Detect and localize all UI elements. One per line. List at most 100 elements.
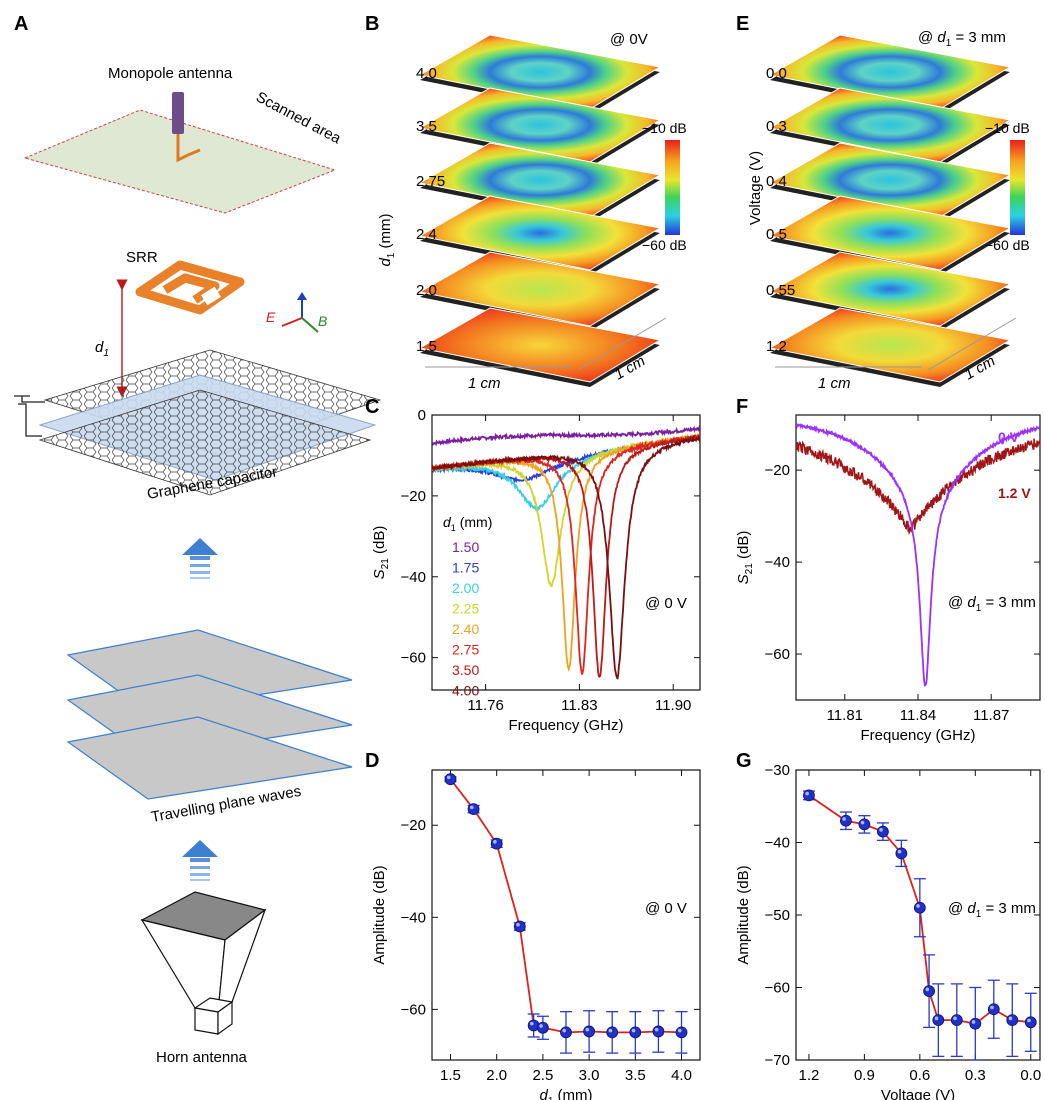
data-point [969,1017,982,1030]
data-point [629,1026,642,1039]
data-point [490,837,503,850]
series-line [432,425,700,447]
heatmap-layer-label: 0.55 [766,282,795,299]
heatmap-layer-label: 4.0 [416,65,437,82]
series-label: 1.2 V [998,485,1031,501]
panel-letter-d: D [365,750,379,772]
y-tick-label: −30 [765,762,790,779]
y-tick-label: −70 [765,1052,790,1069]
x-tick-label: 0.9 [854,1067,875,1084]
x-tick-label: 1.5 [440,1067,461,1084]
legend-entry: 2.75 [452,642,479,658]
y-tick-label: −40 [401,909,426,926]
x-tick-label: 2.0 [486,1067,507,1084]
x-axis-label: d1 (mm) [539,1087,592,1100]
y-tick-label: −40 [765,554,790,571]
y-tick-label: 0 [418,407,426,424]
b-vector-icon [301,317,319,333]
e-vector-label: E [266,309,276,325]
panel-letter-c: C [365,396,379,418]
heatmap-layer: 0.3 [766,87,1012,167]
x-tick-label: 3.0 [579,1067,600,1084]
y-axis-label: Amplitude (dB) [371,865,388,964]
data-point [950,1014,963,1027]
heatmap-layer-label: 1.2 [766,338,787,355]
chart-g: 1.2 0.9 0.6 0.3 0.0 −30 −40 −50 −60 −70 Voltage (V… [735,762,1041,1100]
heatmap-layer-label: 0.0 [766,65,787,82]
legend-entry: 3.50 [452,662,479,678]
heatmap-stack-b: 4.0 3.5 2.75 2.4 2.0 1.5 [416,34,662,387]
legend-entry: 1.75 [452,560,479,576]
plot-frame [431,769,701,1061]
y-tick-label: −60 [401,650,426,667]
wave-arrow-lower-icon [182,840,218,881]
data-point [652,1025,665,1038]
data-point [840,814,852,827]
x-tick-label: 0.0 [1020,1067,1041,1084]
x-axis-label: Voltage (V) [881,1087,955,1100]
x-tick-label: 11.90 [655,697,691,714]
data-point [560,1026,572,1039]
x-tick-label: 0.6 [909,1067,930,1084]
k-vector-head [297,292,307,300]
series-line [432,435,700,680]
x-axis-label: Frequency (GHz) [860,727,975,744]
data-point [606,1026,619,1039]
scale-e-x-label: 1 cm [818,375,851,392]
voltage-source-icon [14,395,45,437]
y-tick-label: −40 [401,569,426,586]
data-point [858,818,871,831]
heatmap-layer: 1.2 [766,307,1012,387]
srr-label: SRR [126,249,158,266]
y-tick-label: −40 [765,835,790,852]
scanned-area-label: Scanned area [253,89,344,148]
legend-entry: 2.40 [452,621,479,637]
heatmap-layer: 3.5 [416,87,662,167]
panel-letter-f: F [736,396,748,418]
legend-entry: 2.25 [452,601,479,617]
chart-g-annotation: @ d1 = 3 mm [948,900,1036,920]
heatmap-layer-label: 3.5 [416,118,437,135]
y-tick-label: −20 [765,462,790,479]
x-axis-label: Frequency (GHz) [508,717,623,734]
heatmap-layer-label: 2.0 [416,282,437,299]
scale-b-x-label: 1 cm [468,375,501,392]
heatmap-layer: 2.0 [416,251,662,331]
heatmap-layer: 0.0 [766,34,1012,114]
y-axis-label: Amplitude (dB) [735,865,752,964]
data-point [923,985,935,998]
chart-d: 1.5 2.0 2.5 3.0 3.5 4.0 −20 −40 −60 d1 (mm) Amplit… [371,769,701,1100]
heatmap-layer-label: 0.5 [766,226,787,243]
colorbar-b [665,140,680,235]
data-point [895,847,908,860]
chart-c-annotation: @ 0 V [645,595,687,612]
y-tick-label: −20 [401,817,426,834]
b-vector-label: B [318,313,327,329]
wave-arrow-upper-icon [182,538,218,579]
horn-antenna-icon [140,891,267,1036]
y-axis-label: S21 (dB) [371,526,391,580]
heatmap-layer-label: 2.75 [416,173,445,190]
panel-e-ylabel: Voltage (V) [747,151,764,225]
monopole-probe-icon [176,134,201,163]
data-point [987,1003,1000,1016]
y-tick-label: −60 [765,646,790,663]
x-tick-label: 11.83 [561,697,597,714]
heatmap-layer: 1.5 [416,307,662,387]
series-label: 0 V [998,429,1020,445]
data-point [583,1025,596,1038]
heatmap-layer: 2.4 [416,195,662,275]
x-tick-label: 1.2 [799,1067,820,1084]
plane-wave-3 [66,716,353,800]
panel-letter-e: E [736,13,749,35]
data-point [467,803,480,816]
scanned-area-plane [23,109,337,214]
srr-ring-icon [135,260,245,315]
heatmap-layer: 0.5 [766,195,1012,275]
legend-entry: 2.00 [452,580,479,596]
panel-b-condition: @ 0V [610,31,648,48]
y-tick-label: −60 [765,980,790,997]
y-tick-label: −60 [401,1001,426,1018]
panel-a: A Scanned area Monopole antenna SRR d1 E… [14,13,382,1066]
